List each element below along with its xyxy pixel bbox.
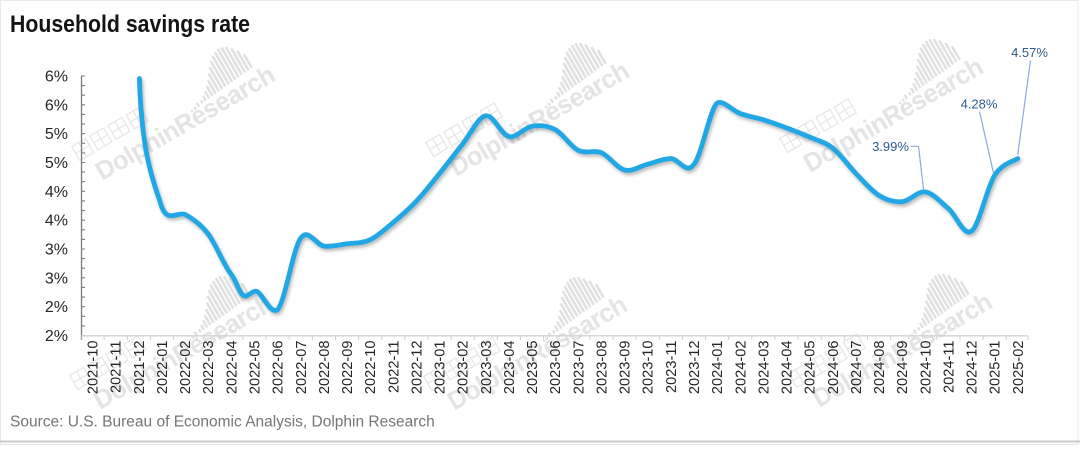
svg-text:4.28%: 4.28% — [961, 97, 998, 112]
svg-text:5%: 5% — [45, 126, 68, 143]
svg-text:2023-11: 2023-11 — [664, 341, 680, 393]
svg-text:2024-10: 2024-10 — [918, 341, 934, 395]
svg-text:2022-06: 2022-06 — [271, 341, 287, 395]
svg-text:2022-12: 2022-12 — [409, 341, 425, 395]
svg-text:2025-02: 2025-02 — [1011, 341, 1027, 395]
svg-text:2023-09: 2023-09 — [618, 341, 634, 395]
svg-text:Source: U.S. Bureau of Economi: Source: U.S. Bureau of Economic Analysis… — [10, 414, 435, 431]
svg-text:2022-02: 2022-02 — [178, 341, 194, 395]
svg-text:2021-11: 2021-11 — [109, 341, 125, 393]
svg-text:2023-08: 2023-08 — [595, 341, 611, 395]
svg-text:4.57%: 4.57% — [1011, 45, 1048, 60]
svg-text:2022-09: 2022-09 — [340, 341, 356, 395]
svg-text:2021-12: 2021-12 — [132, 341, 148, 395]
svg-text:3%: 3% — [45, 270, 68, 287]
svg-text:2022-04: 2022-04 — [224, 341, 240, 395]
svg-text:6%: 6% — [45, 69, 68, 86]
svg-text:2024-08: 2024-08 — [872, 341, 888, 395]
svg-text:4%: 4% — [45, 213, 68, 230]
svg-text:2%: 2% — [45, 299, 68, 316]
svg-text:2022-07: 2022-07 — [294, 341, 310, 395]
svg-text:6%: 6% — [45, 97, 68, 114]
svg-text:Household savings rate: Household savings rate — [10, 11, 250, 38]
svg-text:2023-12: 2023-12 — [687, 341, 703, 395]
svg-text:2022-08: 2022-08 — [317, 341, 333, 395]
svg-text:2022-05: 2022-05 — [248, 341, 264, 395]
svg-text:2023-01: 2023-01 — [433, 341, 449, 395]
svg-text:3%: 3% — [45, 242, 68, 259]
svg-text:2023-10: 2023-10 — [641, 341, 657, 395]
svg-text:2023-07: 2023-07 — [571, 341, 587, 395]
svg-text:2%: 2% — [45, 328, 68, 345]
svg-text:3.99%: 3.99% — [872, 139, 909, 154]
svg-text:2024-01: 2024-01 — [710, 341, 726, 395]
svg-text:2024-09: 2024-09 — [895, 341, 911, 395]
svg-text:2024-11: 2024-11 — [942, 341, 958, 393]
svg-text:2024-12: 2024-12 — [965, 341, 981, 395]
svg-text:2023-04: 2023-04 — [502, 341, 518, 395]
svg-text:2024-04: 2024-04 — [780, 341, 796, 395]
svg-text:2024-06: 2024-06 — [826, 341, 842, 395]
svg-text:2024-07: 2024-07 — [849, 341, 865, 395]
svg-text:2023-06: 2023-06 — [548, 341, 564, 395]
svg-text:2024-02: 2024-02 — [733, 341, 749, 395]
svg-text:2021-10: 2021-10 — [86, 341, 102, 395]
svg-text:2022-11: 2022-11 — [386, 341, 402, 393]
svg-text:2025-01: 2025-01 — [988, 341, 1004, 395]
svg-text:2022-03: 2022-03 — [201, 341, 217, 395]
svg-text:2022-10: 2022-10 — [363, 341, 379, 395]
svg-text:2024-05: 2024-05 — [803, 341, 819, 395]
svg-text:2023-03: 2023-03 — [479, 341, 495, 395]
svg-text:2022-01: 2022-01 — [155, 341, 171, 395]
svg-text:2024-03: 2024-03 — [756, 341, 772, 395]
svg-text:2023-05: 2023-05 — [525, 341, 541, 395]
svg-text:2023-02: 2023-02 — [456, 341, 472, 395]
svg-text:4%: 4% — [45, 184, 68, 201]
svg-text:5%: 5% — [45, 155, 68, 172]
